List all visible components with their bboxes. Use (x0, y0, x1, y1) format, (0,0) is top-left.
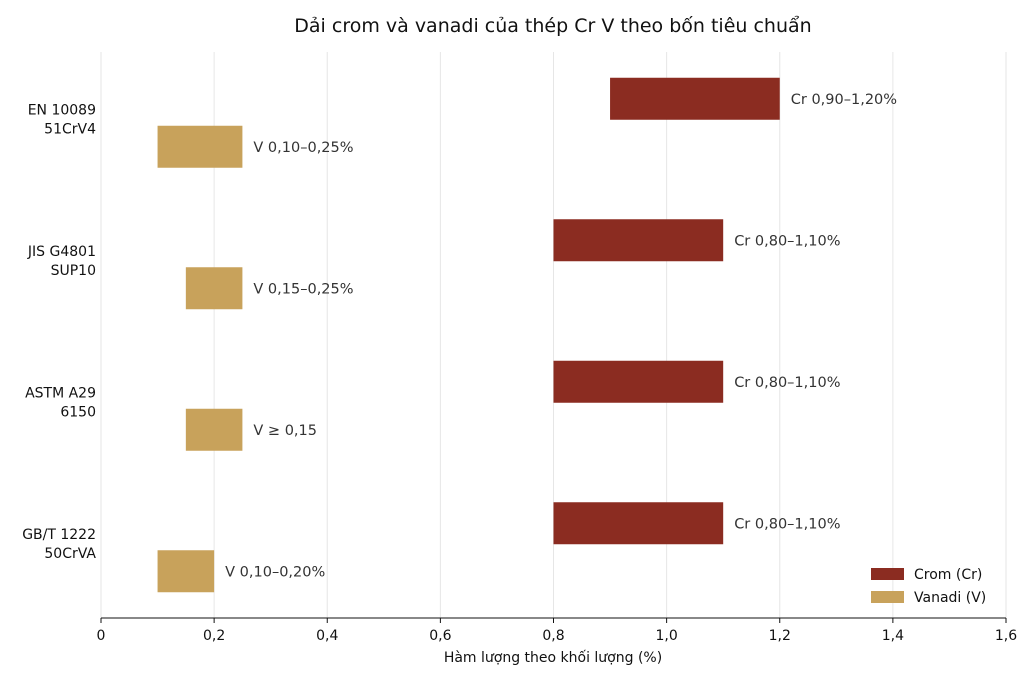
chromium-bar (553, 219, 724, 262)
data-labels: Cr 0,90–1,20% V 0,10–0,25% Cr 0,80–1,10% V … (225, 92, 897, 581)
x-tick-label: 1,6 (995, 628, 1017, 644)
legend-swatch (871, 568, 904, 580)
category-label: 6150 (60, 404, 96, 420)
chromium-label: Cr 0,80–1,10% (734, 233, 840, 249)
legend: Crom (Cr) Vanadi (V) (871, 567, 986, 606)
x-axis: 0 0,2 0,4 0,6 0,8 1,0 1,2 1,4 1,6 (97, 617, 1017, 644)
chromium-label: Cr 0,90–1,20% (791, 92, 897, 108)
vanadium-bar (185, 267, 243, 310)
category-label: EN 10089 (28, 102, 96, 118)
vanadium-bar (157, 125, 243, 168)
chromium-label: Cr 0,80–1,10% (734, 516, 840, 532)
x-tick-label: 0,4 (316, 628, 338, 644)
category-label: 50CrVA (44, 546, 96, 562)
legend-swatch (871, 591, 904, 603)
bars-layer (157, 77, 780, 593)
vanadium-bar (185, 408, 243, 451)
category-label: GB/T 1222 (22, 527, 96, 543)
x-tick-label: 0 (97, 628, 106, 644)
category-label: JIS G4801 (27, 244, 96, 260)
chromium-label: Cr 0,80–1,10% (734, 375, 840, 391)
vanadium-label: V 0,15–0,25% (253, 281, 353, 297)
x-axis-title: Hàm lượng theo khối lượng (%) (444, 649, 662, 666)
vanadium-label: V 0,10–0,20% (225, 564, 325, 580)
x-tick-label: 0,2 (203, 628, 225, 644)
chromium-bar (553, 360, 724, 403)
x-tick-label: 1,4 (882, 628, 904, 644)
category-label: SUP10 (51, 263, 96, 279)
category-labels: EN 10089 51CrV4 JIS G4801 SUP10 ASTM A29 6150… (22, 102, 96, 562)
chromium-bar (553, 502, 724, 545)
x-tick-label: 1,2 (769, 628, 791, 644)
category-label: ASTM A29 (25, 385, 96, 401)
vanadium-label: V 0,10–0,25% (253, 140, 353, 156)
vanadium-label: V ≥ 0,15 (253, 423, 317, 439)
x-tick-label: 0,8 (542, 628, 564, 644)
chromium-bar (610, 77, 780, 120)
x-tick-label: 1,0 (655, 628, 677, 644)
legend-label: Crom (Cr) (914, 567, 982, 583)
x-tick-label: 0,6 (429, 628, 451, 644)
category-label: 51CrV4 (44, 121, 96, 137)
legend-label: Vanadi (V) (914, 590, 986, 606)
chart-title: Dải crom và vanadi của thép Cr V theo bố… (294, 15, 811, 37)
vanadium-bar (157, 550, 215, 593)
